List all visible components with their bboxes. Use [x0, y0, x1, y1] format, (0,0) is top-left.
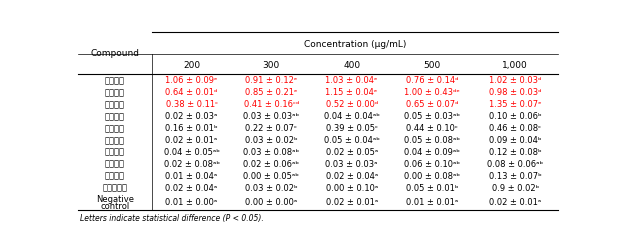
- Text: 0.03 ± 0.02ᵇ: 0.03 ± 0.02ᵇ: [245, 135, 298, 144]
- Text: 1.02 ± 0.03ᵈ: 1.02 ± 0.03ᵈ: [489, 76, 541, 85]
- Text: 0.00 ± 0.05ᵃᵇ: 0.00 ± 0.05ᵃᵇ: [244, 171, 299, 180]
- Text: 자가버섯: 자가버섯: [105, 76, 125, 85]
- Text: 0.05 ± 0.04ᵃᵇ: 0.05 ± 0.04ᵃᵇ: [324, 135, 379, 144]
- Text: 0.98 ± 0.03ᵈ: 0.98 ± 0.03ᵈ: [489, 88, 541, 97]
- Text: 0.01 ± 0.01ᵃ: 0.01 ± 0.01ᵃ: [406, 197, 458, 207]
- Text: 0.44 ± 0.10ᶜ: 0.44 ± 0.10ᶜ: [406, 123, 458, 132]
- Text: 0.04 ± 0.04ᵃᵇ: 0.04 ± 0.04ᵃᵇ: [324, 111, 379, 121]
- Text: 0.01 ± 0.00ᵃ: 0.01 ± 0.00ᵃ: [166, 197, 218, 207]
- Text: 0.12 ± 0.08ᵇ: 0.12 ± 0.08ᵇ: [489, 147, 541, 156]
- Text: 300: 300: [263, 60, 280, 69]
- Text: 0.02 ± 0.05ᵃ: 0.02 ± 0.05ᵃ: [326, 147, 378, 156]
- Text: 1.00 ± 0.43ᵈᵉ: 1.00 ± 0.43ᵈᵉ: [404, 88, 460, 97]
- Text: 1,000: 1,000: [502, 60, 528, 69]
- Text: 영지버섯: 영지버섯: [105, 123, 125, 132]
- Text: 0.00 ± 0.08ᵃᵇ: 0.00 ± 0.08ᵃᵇ: [404, 171, 460, 180]
- Text: 1.03 ± 0.04ᵉ: 1.03 ± 0.04ᵉ: [326, 76, 378, 85]
- Text: 1.35 ± 0.07ᵉ: 1.35 ± 0.07ᵉ: [489, 100, 541, 109]
- Text: 0.10 ± 0.06ᵇ: 0.10 ± 0.06ᵇ: [489, 111, 541, 121]
- Text: 500: 500: [423, 60, 441, 69]
- Text: 0.85 ± 0.21ᵉ: 0.85 ± 0.21ᵉ: [245, 88, 298, 97]
- Text: 0.03 ± 0.03ᵃ: 0.03 ± 0.03ᵃ: [326, 159, 378, 168]
- Text: 1.15 ± 0.04ᵉ: 1.15 ± 0.04ᵉ: [326, 88, 378, 97]
- Text: 1.06 ± 0.09ᵉ: 1.06 ± 0.09ᵉ: [166, 76, 218, 85]
- Text: 0.02 ± 0.04ᵃ: 0.02 ± 0.04ᵃ: [326, 171, 378, 180]
- Text: 0.02 ± 0.06ᵃᵇ: 0.02 ± 0.06ᵃᵇ: [244, 159, 299, 168]
- Text: 0.05 ± 0.03ᵃᵇ: 0.05 ± 0.03ᵃᵇ: [404, 111, 460, 121]
- Text: 팬이버섯: 팬이버섯: [105, 159, 125, 168]
- Text: 0.04 ± 0.09ᵃᵇ: 0.04 ± 0.09ᵃᵇ: [404, 147, 460, 156]
- Text: 느타리버섯: 느타리버섯: [102, 183, 127, 192]
- Text: 0.91 ± 0.12ᵉ: 0.91 ± 0.12ᵉ: [245, 76, 298, 85]
- Text: 0.02 ± 0.01ᵃ: 0.02 ± 0.01ᵃ: [326, 197, 378, 207]
- Text: 0.00 ± 0.00ᵃ: 0.00 ± 0.00ᵃ: [246, 197, 298, 207]
- Text: 200: 200: [183, 60, 200, 69]
- Text: 0.03 ± 0.02ᵇ: 0.03 ± 0.02ᵇ: [245, 183, 298, 192]
- Text: control: control: [100, 201, 130, 210]
- Text: 0.03 ± 0.03ᵃᵇ: 0.03 ± 0.03ᵃᵇ: [243, 111, 299, 121]
- Text: 0.46 ± 0.08ᶜ: 0.46 ± 0.08ᶜ: [489, 123, 541, 132]
- Text: 0.41 ± 0.16ᶜᵈ: 0.41 ± 0.16ᶜᵈ: [244, 100, 299, 109]
- Text: 0.65 ± 0.07ᵈ: 0.65 ± 0.07ᵈ: [406, 100, 458, 109]
- Text: 0.05 ± 0.01ᵇ: 0.05 ± 0.01ᵇ: [406, 183, 458, 192]
- Text: 0.38 ± 0.11ᶜ: 0.38 ± 0.11ᶜ: [166, 100, 218, 109]
- Text: 0.22 ± 0.07ᶜ: 0.22 ± 0.07ᶜ: [246, 123, 298, 132]
- Text: 동충하초: 동충하초: [105, 111, 125, 121]
- Text: 0.03 ± 0.08ᵃᵇ: 0.03 ± 0.08ᵃᵇ: [243, 147, 299, 156]
- Text: 0.02 ± 0.08ᵃᵇ: 0.02 ± 0.08ᵃᵇ: [164, 159, 219, 168]
- Text: 0.06 ± 0.10ᵃᵇ: 0.06 ± 0.10ᵃᵇ: [404, 159, 460, 168]
- Text: 0.04 ± 0.05ᵃᵇ: 0.04 ± 0.05ᵃᵇ: [164, 147, 219, 156]
- Text: Compound: Compound: [91, 49, 140, 58]
- Text: 0.05 ± 0.08ᵃᵇ: 0.05 ± 0.08ᵃᵇ: [404, 135, 460, 144]
- Text: 0.52 ± 0.00ᵈ: 0.52 ± 0.00ᵈ: [326, 100, 378, 109]
- Text: 0.08 ± 0.06ᵃᵇ: 0.08 ± 0.06ᵃᵇ: [487, 159, 543, 168]
- Text: 0.00 ± 0.10ᵃ: 0.00 ± 0.10ᵃ: [326, 183, 378, 192]
- Text: 0.16 ± 0.01ᵇ: 0.16 ± 0.01ᵇ: [166, 123, 218, 132]
- Text: 잎새버섯: 잎새버섯: [105, 135, 125, 144]
- Text: 0.39 ± 0.05ᶜ: 0.39 ± 0.05ᶜ: [326, 123, 378, 132]
- Text: 0.02 ± 0.01ᵃ: 0.02 ± 0.01ᵃ: [489, 197, 541, 207]
- Text: 0.02 ± 0.01ᵃ: 0.02 ± 0.01ᵃ: [166, 135, 218, 144]
- Text: Letters indicate statistical difference (P < 0.05).: Letters indicate statistical difference …: [80, 213, 264, 222]
- Text: 0.01 ± 0.04ᵃ: 0.01 ± 0.04ᵃ: [166, 171, 218, 180]
- Text: 400: 400: [343, 60, 360, 69]
- Text: 목이버섯: 목이버섯: [105, 171, 125, 180]
- Text: Negative: Negative: [95, 194, 134, 203]
- Text: 0.9 ± 0.02ᵇ: 0.9 ± 0.02ᵇ: [492, 183, 539, 192]
- Text: 0.76 ± 0.14ᵈ: 0.76 ± 0.14ᵈ: [406, 76, 458, 85]
- Text: 표고버섯: 표고버섯: [105, 147, 125, 156]
- Text: 상황버섯: 상황버섯: [105, 88, 125, 97]
- Text: 운지버섯: 운지버섯: [105, 100, 125, 109]
- Text: 0.09 ± 0.04ᵇ: 0.09 ± 0.04ᵇ: [489, 135, 541, 144]
- Text: Concentration (μg/mL): Concentration (μg/mL): [304, 39, 406, 48]
- Text: 0.02 ± 0.04ᵃ: 0.02 ± 0.04ᵃ: [166, 183, 218, 192]
- Text: 0.13 ± 0.07ᵇ: 0.13 ± 0.07ᵇ: [489, 171, 542, 180]
- Text: 0.64 ± 0.01ᵈ: 0.64 ± 0.01ᵈ: [166, 88, 218, 97]
- Text: 0.02 ± 0.03ᵃ: 0.02 ± 0.03ᵃ: [166, 111, 218, 121]
